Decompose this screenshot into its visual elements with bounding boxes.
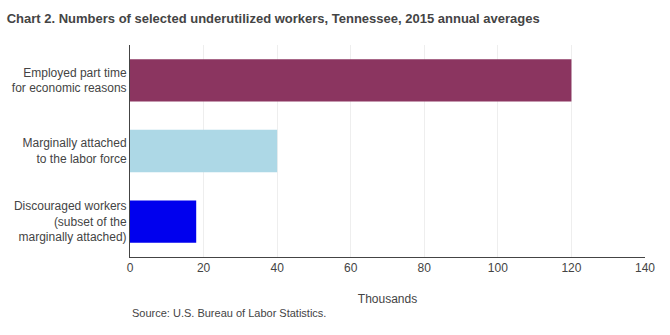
svg-text:60: 60 bbox=[344, 261, 358, 275]
svg-text:Chart 2. Numbers of selected u: Chart 2. Numbers of selected underutiliz… bbox=[7, 11, 540, 26]
svg-text:Discouraged workers(subset of: Discouraged workers(subset of themargina… bbox=[14, 199, 127, 244]
svg-text:Employed part timefor economic: Employed part timefor economic reasons bbox=[12, 66, 127, 96]
svg-text:100: 100 bbox=[488, 261, 508, 275]
svg-text:Thousands: Thousands bbox=[358, 292, 417, 306]
svg-text:80: 80 bbox=[418, 261, 432, 275]
svg-text:140: 140 bbox=[635, 261, 655, 275]
svg-text:Marginally attachedto the labo: Marginally attachedto the labor force bbox=[23, 136, 127, 166]
svg-text:Source: U.S. Bureau of Labor S: Source: U.S. Bureau of Labor Statistics. bbox=[132, 307, 326, 319]
svg-text:20: 20 bbox=[197, 261, 211, 275]
svg-text:120: 120 bbox=[561, 261, 581, 275]
svg-text:40: 40 bbox=[270, 261, 284, 275]
svg-text:0: 0 bbox=[127, 261, 134, 275]
